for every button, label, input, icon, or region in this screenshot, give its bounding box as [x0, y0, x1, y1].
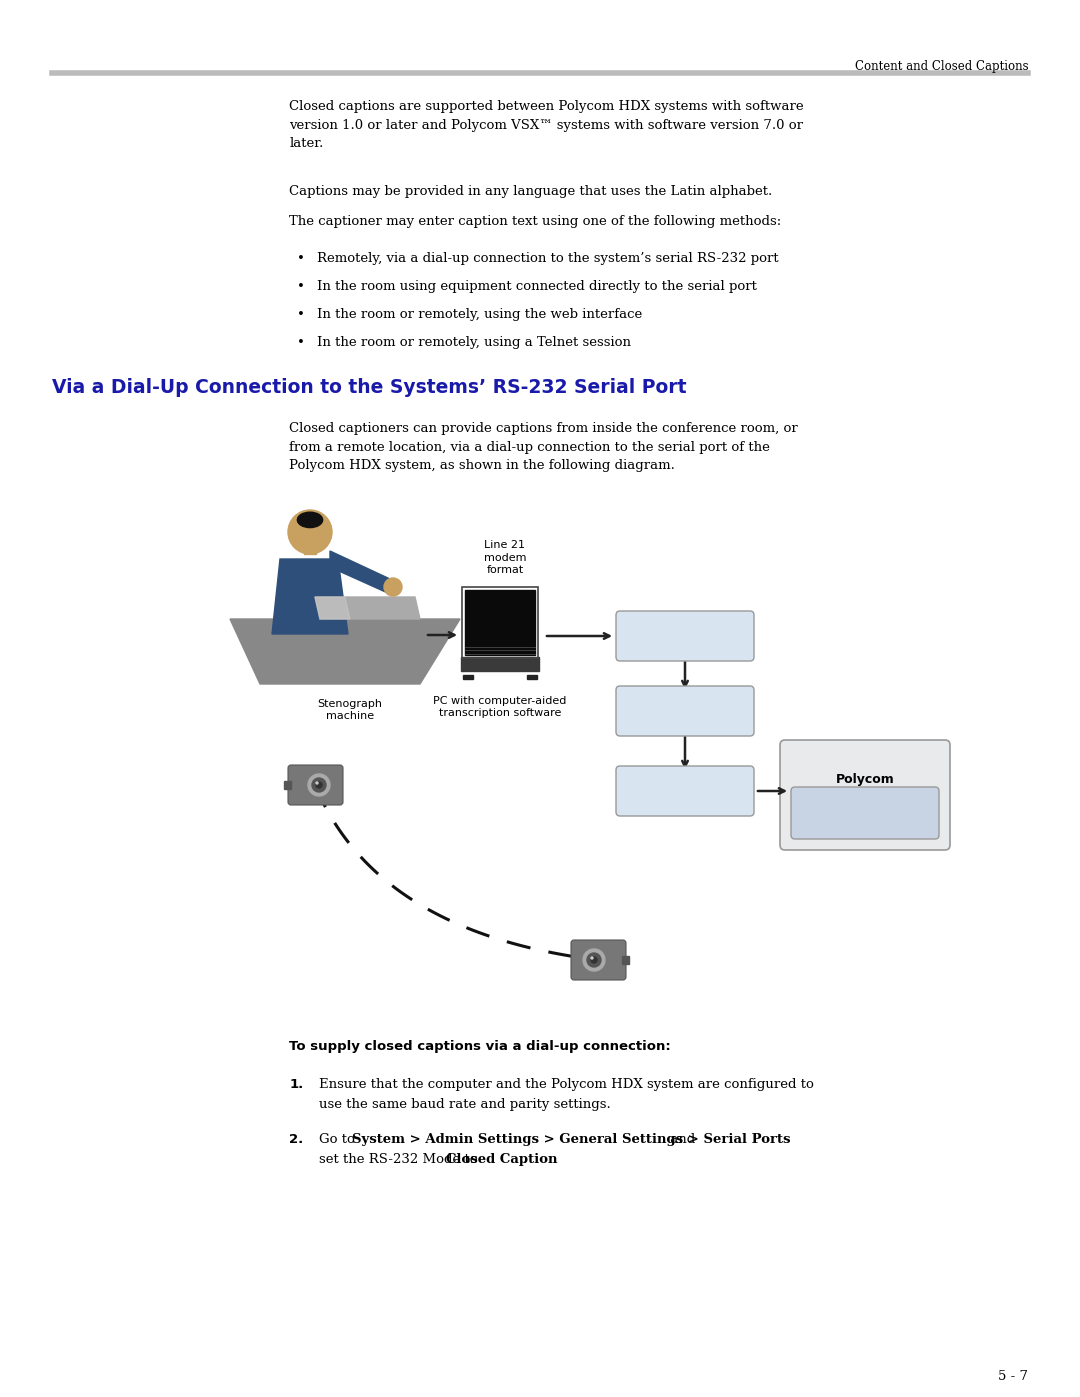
- Circle shape: [308, 774, 330, 796]
- Text: In the room or remotely, using the web interface: In the room or remotely, using the web i…: [318, 307, 643, 321]
- Text: RS-232
Serial: RS-232 Serial: [840, 799, 890, 827]
- Text: Ensure that the computer and the Polycom HDX system are configured to: Ensure that the computer and the Polycom…: [320, 1078, 814, 1091]
- Circle shape: [588, 953, 600, 967]
- Polygon shape: [622, 956, 629, 964]
- Polygon shape: [230, 619, 460, 685]
- Circle shape: [316, 782, 318, 784]
- Circle shape: [312, 778, 326, 792]
- Text: Via a Dial-Up Connection to the Systems’ RS-232 Serial Port: Via a Dial-Up Connection to the Systems’…: [52, 379, 687, 397]
- Polygon shape: [284, 781, 291, 789]
- Text: and: and: [666, 1133, 696, 1146]
- Text: System > Admin Settings > General Settings > Serial Ports: System > Admin Settings > General Settin…: [352, 1133, 791, 1146]
- Text: Captions may be provided in any language that uses the Latin alphabet.: Captions may be provided in any language…: [289, 184, 772, 198]
- FancyBboxPatch shape: [616, 686, 754, 736]
- Polygon shape: [315, 597, 350, 619]
- Text: To supply closed captions via a dial-up connection:: To supply closed captions via a dial-up …: [289, 1039, 671, 1053]
- Text: Closed captions are supported between Polycom HDX systems with software
version : Closed captions are supported between Po…: [289, 101, 805, 149]
- FancyBboxPatch shape: [616, 766, 754, 816]
- FancyBboxPatch shape: [288, 766, 343, 805]
- Ellipse shape: [297, 513, 323, 528]
- Text: •: •: [297, 279, 306, 293]
- Text: Content and Closed Captions: Content and Closed Captions: [854, 60, 1028, 73]
- Text: 2.: 2.: [289, 1133, 303, 1146]
- Polygon shape: [315, 597, 420, 619]
- Circle shape: [583, 949, 605, 971]
- FancyBboxPatch shape: [616, 610, 754, 661]
- Circle shape: [591, 957, 593, 958]
- FancyBboxPatch shape: [780, 740, 950, 849]
- Text: Closed captioners can provide captions from inside the conference room, or
from : Closed captioners can provide captions f…: [289, 422, 798, 472]
- Text: set the RS-232 Mode to: set the RS-232 Mode to: [320, 1153, 483, 1166]
- Circle shape: [384, 578, 402, 597]
- Text: •: •: [297, 337, 306, 349]
- Polygon shape: [465, 590, 535, 655]
- Text: .: .: [523, 1153, 527, 1166]
- Text: 1.: 1.: [289, 1078, 303, 1091]
- Text: The captioner may enter caption text using one of the following methods:: The captioner may enter caption text usi…: [289, 215, 782, 228]
- Text: Go to: Go to: [320, 1133, 360, 1146]
- Text: In the room or remotely, using a Telnet session: In the room or remotely, using a Telnet …: [318, 337, 632, 349]
- Text: Remotely, via a dial-up connection to the system’s serial RS-232 port: Remotely, via a dial-up connection to th…: [318, 251, 779, 265]
- FancyBboxPatch shape: [571, 940, 626, 981]
- Text: Modem: Modem: [658, 785, 713, 798]
- Bar: [463, 675, 473, 679]
- Text: Stenograph
machine: Stenograph machine: [318, 698, 382, 721]
- Text: Polycom
HDX System: Polycom HDX System: [822, 773, 908, 800]
- Bar: [527, 675, 537, 679]
- Polygon shape: [272, 559, 348, 634]
- Text: 5 - 7: 5 - 7: [998, 1370, 1028, 1383]
- Text: PC with computer-aided
transcription software: PC with computer-aided transcription sof…: [433, 696, 567, 718]
- Text: Closed Caption: Closed Caption: [446, 1153, 557, 1166]
- Bar: [303, 543, 316, 555]
- Text: In the room using equipment connected directly to the serial port: In the room using equipment connected di…: [318, 279, 757, 293]
- Text: •: •: [297, 307, 306, 321]
- Circle shape: [288, 510, 332, 555]
- Polygon shape: [330, 550, 390, 594]
- FancyBboxPatch shape: [791, 787, 939, 840]
- Circle shape: [316, 782, 322, 788]
- Polygon shape: [461, 657, 539, 671]
- Text: Line 21
modem
format: Line 21 modem format: [484, 541, 526, 576]
- Text: Phone line: Phone line: [646, 704, 725, 718]
- Text: Modem: Modem: [658, 630, 713, 643]
- Circle shape: [591, 957, 597, 963]
- Text: •: •: [297, 251, 306, 265]
- Text: use the same baud rate and parity settings.: use the same baud rate and parity settin…: [320, 1098, 611, 1111]
